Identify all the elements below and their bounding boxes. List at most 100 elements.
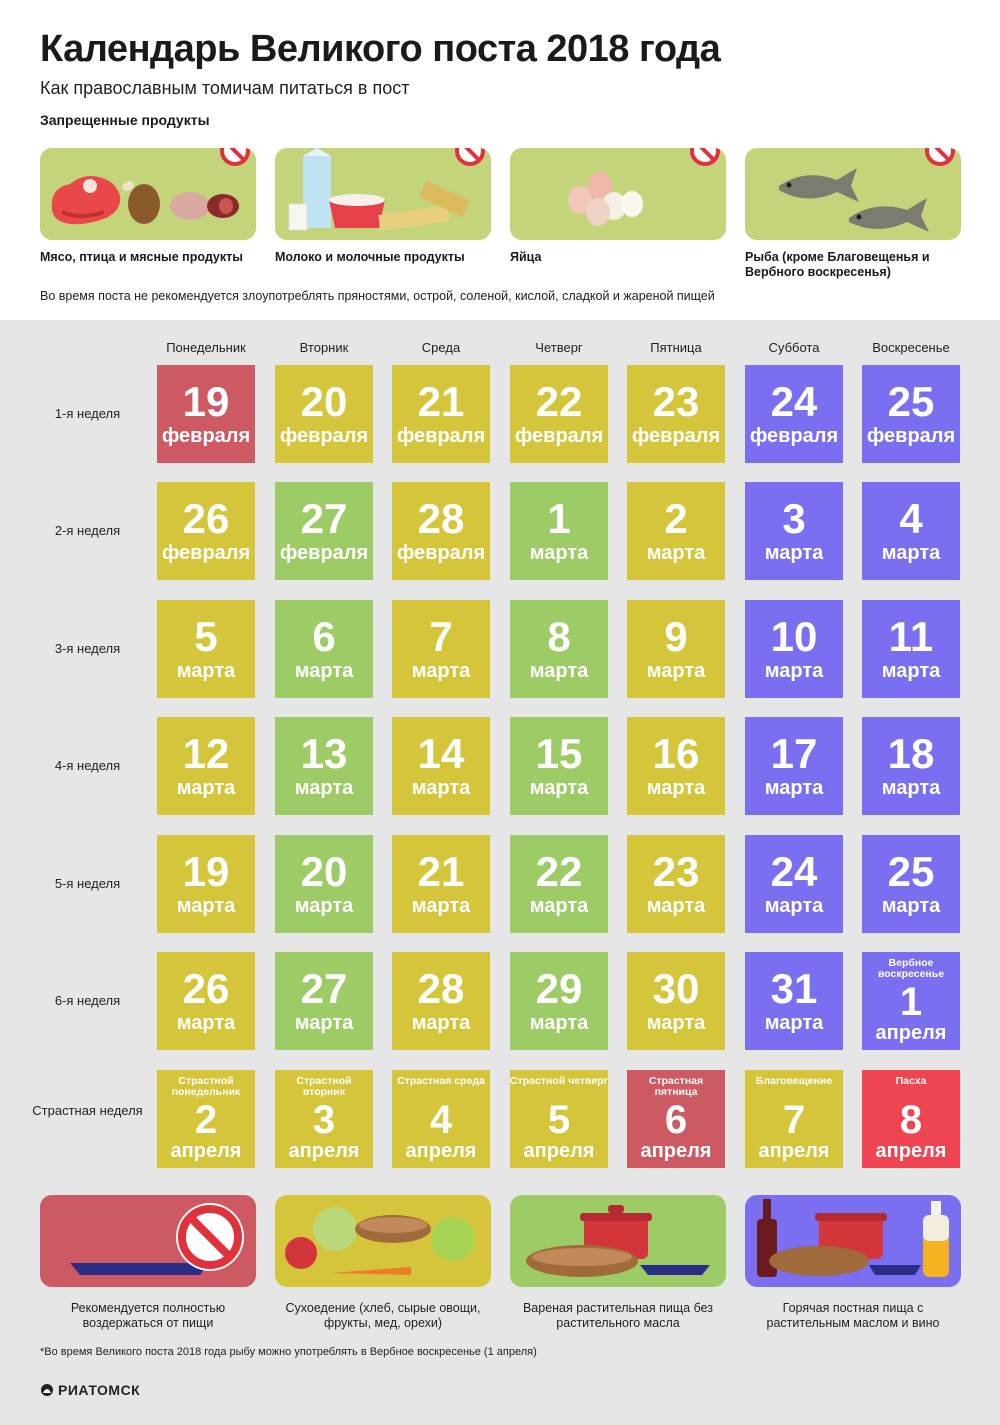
calendar-day: 19 февраля — [157, 365, 255, 463]
day-number: 18 — [887, 730, 935, 777]
day-month: марта — [411, 895, 471, 917]
day-number: 17 — [770, 730, 818, 777]
day-month: марта — [529, 895, 589, 917]
day-number: 8 — [547, 613, 571, 660]
hot-food-oil-wine-icon — [757, 1199, 949, 1277]
day-number: 20 — [300, 378, 348, 425]
calendar-day: 1 марта — [510, 482, 608, 580]
day-number: 10 — [770, 613, 818, 660]
calendar-day: 20 февраля — [275, 365, 373, 463]
day-month: апреля — [288, 1140, 360, 1162]
day-event: Страстной вторник — [296, 1075, 352, 1098]
day-month: февраля — [161, 542, 251, 564]
day-event: Страстной четверг — [510, 1075, 608, 1087]
day-month: марта — [646, 660, 706, 682]
forbidden-label: Молоко и молочные продукты — [275, 250, 465, 264]
legend-boiled: Вареная растительная пища без растительн… — [510, 1195, 726, 1331]
calendar-day: 2 марта — [627, 482, 725, 580]
day-number: 3 — [312, 1098, 336, 1142]
day-header: Суббота — [768, 340, 820, 355]
forbidden-meat: Мясо, птица и мясные продукты — [40, 148, 256, 265]
day-number: 15 — [535, 730, 583, 777]
day-month: марта — [529, 1012, 589, 1034]
day-number: 7 — [782, 1098, 806, 1142]
calendar-day: 25 марта — [862, 835, 960, 933]
day-month: апреля — [170, 1140, 242, 1162]
day-month: марта — [411, 1012, 471, 1034]
calendar-day: 21 марта — [392, 835, 490, 933]
day-number: 23 — [652, 378, 700, 425]
day-number: 6 — [312, 613, 336, 660]
legend-card — [40, 1195, 256, 1287]
calendar-day: 24 февраля — [745, 365, 843, 463]
day-month: марта — [646, 1012, 706, 1034]
calendar-day: 13 марта — [275, 717, 373, 815]
day-month: апреля — [875, 1140, 947, 1162]
day-month: марта — [294, 777, 354, 799]
fish-icon — [779, 168, 929, 232]
calendar-day: Пасха 8 апреля — [862, 1070, 960, 1168]
day-month: марта — [176, 660, 236, 682]
calendar-day: 29 марта — [510, 952, 608, 1050]
day-number: 5 — [194, 613, 218, 660]
day-number: 12 — [182, 730, 230, 777]
calendar-day: 15 марта — [510, 717, 608, 815]
raw-food-icon — [285, 1207, 475, 1275]
day-month: марта — [764, 895, 824, 917]
calendar-day: Страстной понедельник 2 апреля — [157, 1070, 255, 1168]
diet-note: Во время поста не рекомендуется злоупотр… — [40, 289, 715, 303]
forbidden-eggs: Яйца — [510, 148, 726, 265]
week-label: 4-я неделя — [54, 758, 121, 773]
day-month: апреля — [758, 1140, 830, 1162]
day-month: февраля — [279, 542, 369, 564]
day-event: Страстная среда — [397, 1075, 485, 1087]
forbidden-fish: Рыба (кроме Благовещенья и Вербного воск… — [745, 148, 961, 280]
page-subtitle: Как православным томичам питаться в пост — [40, 78, 410, 98]
day-month: марта — [529, 542, 589, 564]
calendar-day: 3 марта — [745, 482, 843, 580]
day-number: 25 — [887, 848, 935, 895]
day-header: Среда — [421, 340, 461, 355]
calendar-day: 16 марта — [627, 717, 725, 815]
calendar-day: 30 марта — [627, 952, 725, 1050]
calendar-day: Вербное воскресенье 1 апреля — [862, 952, 960, 1050]
day-month: марта — [881, 777, 941, 799]
forbidden-label: Мясо, птица и мясные продукты — [40, 250, 243, 264]
boiled-food-icon — [526, 1205, 710, 1277]
day-event: Вербное воскресенье — [877, 957, 945, 980]
legend-label: Сухоедение (хлеб, сырые овощи, фрукты, м… — [285, 1301, 481, 1330]
fish-card — [745, 148, 961, 240]
calendar-day: 28 марта — [392, 952, 490, 1050]
calendar-day: 17 марта — [745, 717, 843, 815]
day-number: 26 — [182, 965, 230, 1012]
day-number: 9 — [664, 613, 688, 660]
day-month: марта — [764, 777, 824, 799]
calendar-day: 27 февраля — [275, 482, 373, 580]
calendar-day: Страстная среда 4 апреля — [392, 1070, 490, 1168]
day-number: 3 — [782, 495, 806, 542]
ban-icon — [925, 148, 955, 166]
day-month: апреля — [405, 1140, 477, 1162]
day-number: 22 — [535, 378, 583, 425]
calendar-day: 19 марта — [157, 835, 255, 933]
week-label: Страстная неделя — [32, 1103, 143, 1118]
forbidden-dairy: Молоко и молочные продукты — [275, 148, 491, 265]
calendar-day: 25 февраля — [862, 365, 960, 463]
day-number: 24 — [770, 848, 818, 895]
day-number: 11 — [888, 613, 934, 660]
day-month: марта — [764, 660, 824, 682]
calendar-day: Благовещение 7 апреля — [745, 1070, 843, 1168]
day-month: февраля — [396, 542, 486, 564]
calendar-day: 14 марта — [392, 717, 490, 815]
calendar-day: 26 февраля — [157, 482, 255, 580]
week-label: 1-я неделя — [54, 406, 121, 421]
day-number: 14 — [417, 730, 465, 777]
day-number: 4 — [429, 1098, 453, 1142]
calendar-day: 9 марта — [627, 600, 725, 698]
ban-icon — [220, 148, 250, 166]
calendar-day: 23 марта — [627, 835, 725, 933]
day-number: 4 — [899, 495, 923, 542]
day-event: Благовещение — [755, 1075, 833, 1087]
day-number: 20 — [300, 848, 348, 895]
day-month: марта — [176, 777, 236, 799]
